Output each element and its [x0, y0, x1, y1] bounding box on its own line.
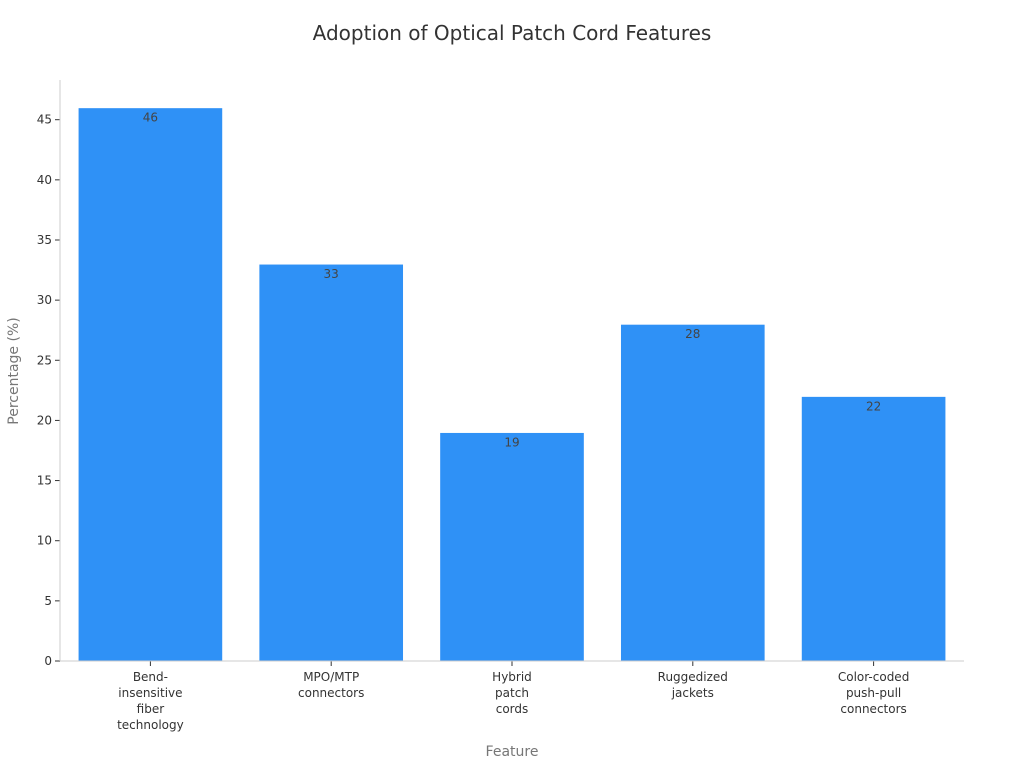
y-tick-label: 20 [37, 413, 52, 427]
bar [619, 323, 766, 662]
y-axis-label: Percentage (%) [6, 317, 22, 424]
bar-value-label: 28 [685, 327, 700, 341]
bar-value-label: 46 [143, 111, 158, 125]
bar [439, 431, 585, 662]
x-axis-label: Feature [486, 744, 539, 760]
y-tick-label: 0 [44, 654, 52, 668]
bar [258, 263, 405, 662]
y-axis: 0 5 10 15 20 25 30 35 40 45 [37, 113, 60, 668]
y-tick-label: 10 [37, 534, 52, 548]
y-tick-label: 40 [37, 173, 52, 187]
y-tick-label: 5 [44, 594, 52, 608]
y-tick-label: 15 [37, 474, 52, 488]
x-tick-label: MPO/MTP connectors [298, 670, 364, 700]
bar-value-label: 19 [504, 435, 519, 449]
bar-value-label: 33 [324, 267, 339, 281]
x-tick-label: Hybrid patch cords [492, 670, 532, 716]
bar [800, 395, 947, 662]
x-tick-label: Color-coded push-pull connectors [838, 670, 909, 716]
y-tick-label: 45 [37, 113, 52, 127]
y-tick-label: 35 [37, 233, 52, 247]
chart-title: Adoption of Optical Patch Cord Features [313, 21, 712, 45]
bar [77, 107, 224, 662]
y-tick-label: 30 [37, 293, 52, 307]
y-tick-label: 25 [37, 353, 52, 367]
x-axis: Bend-insensitive fiber technology MPO/MTP co… [117, 661, 909, 732]
bar-value-label: 22 [866, 399, 881, 413]
bars: 46 33 19 28 22 [77, 107, 947, 662]
x-tick-label: Bend-insensitive fiber technology [117, 670, 184, 732]
x-tick-label: Ruggedized jackets [658, 670, 728, 700]
